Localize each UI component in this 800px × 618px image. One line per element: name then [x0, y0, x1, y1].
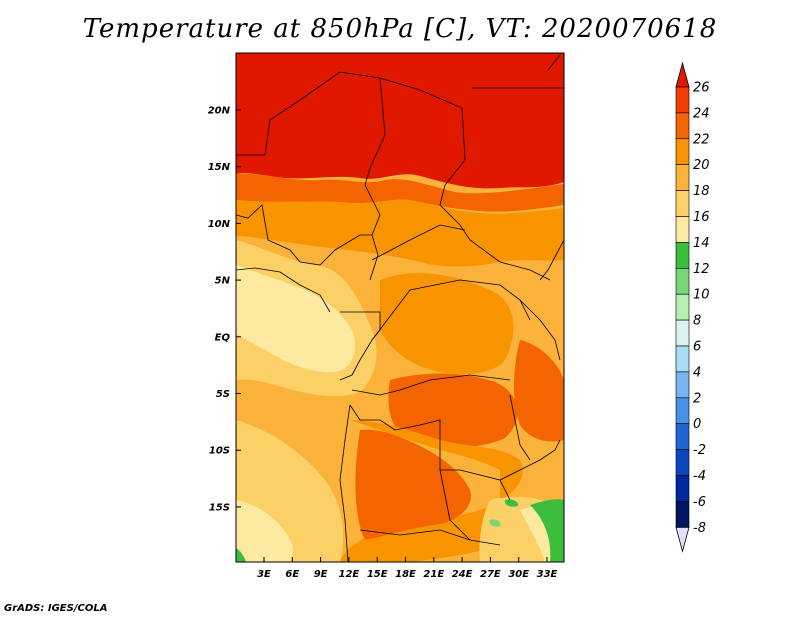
lon-label: 18E	[395, 569, 416, 580]
footer-credit: GrADS: IGES/COLA	[4, 603, 108, 614]
colorbar-label: 12	[693, 262, 710, 277]
colorbar-label: 2	[693, 391, 701, 406]
colorbar-segment	[675, 449, 690, 476]
lat-axis: 20N 15N 10N 5N EQ 5S 10S 15S	[208, 106, 241, 513]
colorbar-label: 6	[693, 340, 701, 355]
colorbar-segment	[675, 138, 690, 166]
colorbar-label: 18	[693, 184, 710, 199]
country-borders	[236, 54, 564, 562]
lon-label: 21E	[423, 569, 444, 580]
colorbar-segment	[675, 319, 690, 347]
colorbar-label: -2	[693, 443, 706, 458]
lat-label: 5S	[216, 389, 230, 400]
colorbar-segment	[675, 345, 690, 373]
map-title: Temperature at 850hPa [C], VT: 202007061…	[82, 14, 718, 44]
lat-label: 5N	[215, 276, 231, 287]
temperature-field	[236, 53, 564, 562]
colorbar-segment	[675, 293, 690, 321]
lon-label: 12E	[339, 569, 360, 580]
colorbar-label: -4	[693, 469, 706, 484]
colorbar-segment	[675, 267, 690, 295]
lon-axis: 3E 6E 9E 12E 15E 18E 21E 24E 27E 30E 33E	[257, 557, 558, 580]
lon-label: 24E	[452, 569, 473, 580]
lat-label: 15S	[209, 502, 230, 513]
colorbar-top-arrow	[675, 61, 690, 88]
colorbar-bottom-arrow	[675, 526, 690, 553]
colorbar-label: 20	[693, 158, 710, 173]
lat-label: 20N	[208, 106, 231, 117]
lon-label: 30E	[508, 569, 529, 580]
colorbar-segment	[675, 216, 690, 243]
lat-label: EQ	[215, 332, 231, 343]
colorbar-label: 4	[693, 365, 701, 380]
colorbar-segment	[675, 190, 690, 217]
colorbar-segment	[675, 423, 690, 450]
colorbar-segment	[675, 475, 690, 502]
colorbar-label: 16	[693, 210, 710, 225]
colorbar-segment	[675, 86, 690, 114]
colorbar-segment	[675, 242, 690, 269]
colorbar-segment	[675, 397, 690, 424]
lon-label: 33E	[537, 569, 558, 580]
colorbar-label: -8	[693, 521, 706, 536]
lon-label: 15E	[367, 569, 388, 580]
lon-label: 27E	[480, 569, 501, 580]
colorbar-segment	[675, 112, 690, 140]
lon-label: 9E	[314, 569, 328, 580]
colorbar-label: -6	[693, 495, 706, 510]
colorbar-label: 8	[693, 314, 701, 329]
lat-label: 15N	[208, 162, 231, 173]
colorbar-label: 24	[693, 106, 710, 121]
colorbar-segment	[675, 371, 690, 399]
colorbar-label: 10	[693, 288, 710, 303]
colorbar-segment	[675, 164, 690, 191]
lon-label: 6E	[285, 569, 299, 580]
lat-label: 10S	[209, 446, 230, 457]
colorbar-label: 0	[693, 417, 701, 432]
colorbar-label: 14	[693, 236, 710, 251]
lon-label: 3E	[257, 569, 271, 580]
colorbar-segment	[675, 501, 690, 528]
colorbar-label: 22	[693, 132, 710, 147]
colorbar-label: 26	[693, 81, 710, 96]
map-frame	[235, 52, 565, 563]
lat-label: 10N	[208, 219, 231, 230]
